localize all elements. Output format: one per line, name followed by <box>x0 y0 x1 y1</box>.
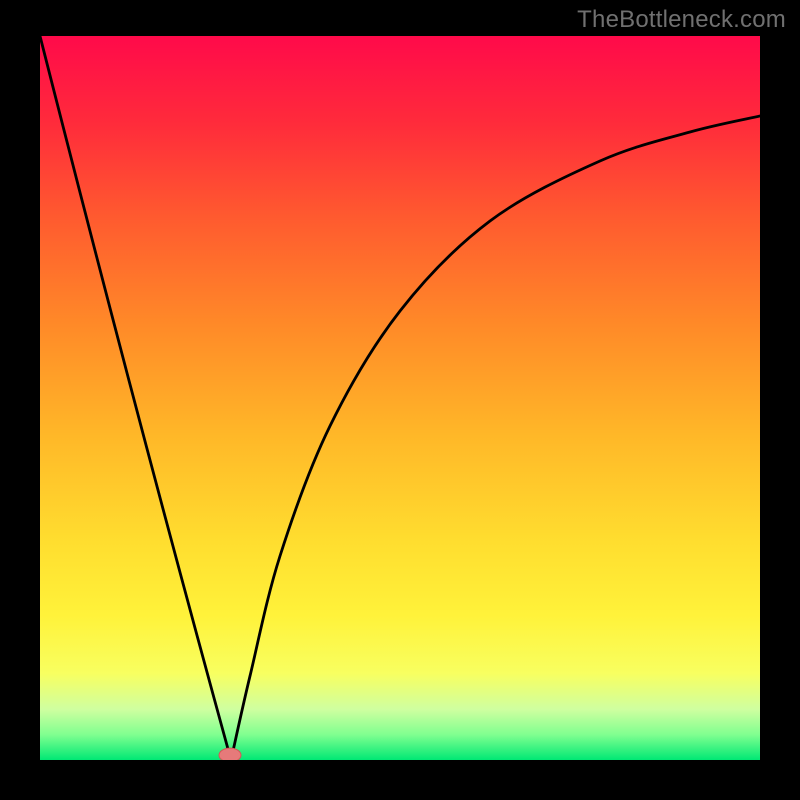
plot-area <box>40 36 760 760</box>
watermark-text: TheBottleneck.com <box>577 6 786 34</box>
chart-frame: TheBottleneck.com <box>0 0 800 800</box>
